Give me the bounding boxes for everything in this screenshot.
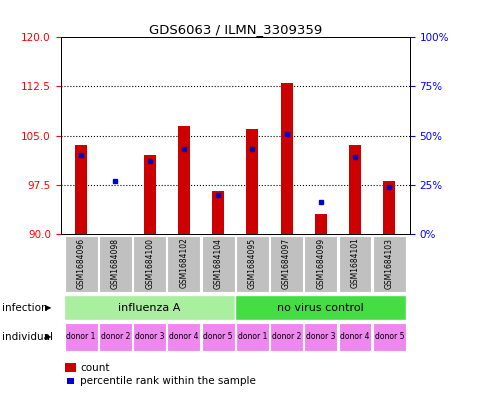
Text: donor 2: donor 2: [101, 332, 130, 342]
Text: donor 4: donor 4: [340, 332, 369, 342]
Bar: [212, 191, 224, 234]
Text: donor 5: donor 5: [374, 332, 403, 342]
Bar: [201, 236, 234, 292]
Bar: [99, 236, 132, 292]
Text: GSM1684098: GSM1684098: [111, 237, 120, 288]
Text: GSM1684101: GSM1684101: [350, 237, 359, 288]
Bar: [133, 323, 166, 351]
Bar: [64, 295, 235, 320]
Text: GSM1684095: GSM1684095: [247, 237, 257, 288]
Text: donor 5: donor 5: [203, 332, 232, 342]
Bar: [143, 155, 155, 234]
Text: count: count: [80, 363, 109, 373]
Text: GSM1684099: GSM1684099: [316, 237, 325, 288]
Bar: [372, 236, 405, 292]
Bar: [304, 323, 336, 351]
Bar: [338, 323, 371, 351]
Text: individual: individual: [2, 332, 53, 342]
Bar: [246, 129, 258, 234]
Bar: [167, 323, 200, 351]
Bar: [201, 323, 234, 351]
Bar: [64, 323, 97, 351]
Bar: [64, 236, 97, 292]
Bar: [270, 236, 302, 292]
Bar: [382, 182, 394, 234]
Bar: [133, 236, 166, 292]
Bar: [178, 126, 189, 234]
Text: influenza A: influenza A: [118, 303, 181, 312]
Text: donor 2: donor 2: [272, 332, 301, 342]
Text: GSM1684100: GSM1684100: [145, 237, 154, 288]
Text: infection: infection: [2, 303, 48, 312]
Bar: [270, 323, 302, 351]
Text: donor 4: donor 4: [169, 332, 198, 342]
Bar: [348, 145, 360, 234]
Text: donor 3: donor 3: [135, 332, 164, 342]
Text: GSM1684104: GSM1684104: [213, 237, 222, 288]
Text: donor 1: donor 1: [237, 332, 267, 342]
Text: GSM1684103: GSM1684103: [384, 237, 393, 288]
Text: ▶: ▶: [45, 303, 51, 312]
Bar: [314, 214, 326, 234]
Bar: [75, 145, 87, 234]
Bar: [280, 83, 292, 234]
Bar: [235, 295, 406, 320]
Text: donor 3: donor 3: [305, 332, 335, 342]
Text: GSM1684097: GSM1684097: [282, 237, 290, 288]
Bar: [304, 236, 336, 292]
Text: GSM1684096: GSM1684096: [76, 237, 86, 288]
Bar: [338, 236, 371, 292]
Bar: [235, 323, 268, 351]
Text: donor 1: donor 1: [66, 332, 96, 342]
Text: percentile rank within the sample: percentile rank within the sample: [80, 376, 256, 386]
Title: GDS6063 / ILMN_3309359: GDS6063 / ILMN_3309359: [148, 23, 321, 36]
Bar: [235, 236, 268, 292]
Text: no virus control: no virus control: [277, 303, 363, 312]
Bar: [372, 323, 405, 351]
Text: ▶: ▶: [45, 332, 51, 342]
Bar: [167, 236, 200, 292]
Bar: [99, 323, 132, 351]
Text: GSM1684102: GSM1684102: [179, 237, 188, 288]
Bar: [109, 234, 121, 273]
